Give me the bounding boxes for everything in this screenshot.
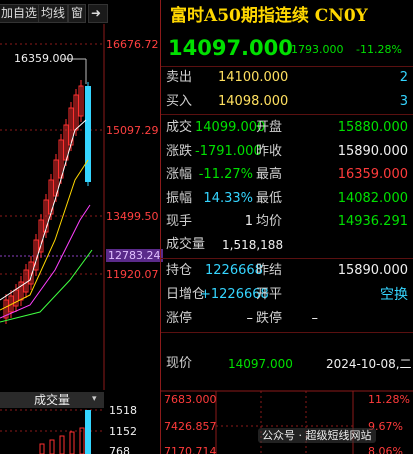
divider xyxy=(161,258,413,259)
price-axis-label: 13499.50 xyxy=(106,210,159,223)
stat-label: 最高 xyxy=(256,167,283,182)
volume-bar xyxy=(79,427,85,454)
divider xyxy=(161,114,413,115)
volume-value: 1,518,188 xyxy=(222,238,284,252)
current-price-label: 12783.24 xyxy=(106,249,163,262)
volume-bar xyxy=(69,431,75,454)
candle-body xyxy=(3,299,9,319)
prev-settle-label: 昨结 xyxy=(256,263,283,278)
price-change: -1793.000 xyxy=(287,43,344,56)
daily-oi-change-value: +1226668 xyxy=(200,287,269,302)
stat-value: -1791.000 xyxy=(195,143,262,159)
candle-body xyxy=(43,199,49,233)
mini-right-label: 11.28% xyxy=(368,393,410,406)
volume-bar xyxy=(49,439,55,454)
mini-right-label: 8.06% xyxy=(368,445,403,454)
bid-volume: 3 xyxy=(399,94,408,109)
bid-price: 14098.000 xyxy=(218,94,289,109)
window-button[interactable]: 窗 xyxy=(68,4,87,23)
price-axis-label: 16676.72 xyxy=(106,38,159,51)
kline-chart xyxy=(0,24,105,454)
ask-label: 卖出 xyxy=(166,70,193,85)
stat-value: 1 xyxy=(244,214,253,229)
volume-bar xyxy=(85,410,91,454)
high-annotation: 16359.000 xyxy=(14,52,74,65)
candle-body xyxy=(78,85,84,117)
volume-axis-label: 1152 xyxy=(109,425,137,438)
ask-price: 14100.000 xyxy=(218,70,289,85)
volume-label: 成交量 xyxy=(166,237,206,252)
watermark: 公众号 · 超级短线网站 xyxy=(258,428,376,443)
limit-up-label: 涨停 xyxy=(166,311,193,326)
ask-volume: 2 xyxy=(399,70,408,85)
tick-label: 现价 xyxy=(166,356,193,371)
stat-label: 最低 xyxy=(256,190,283,206)
mini-right-label: 9.67% xyxy=(368,420,403,433)
mini-left-label: 7426.857 xyxy=(164,420,217,433)
expand-button[interactable]: ➜ xyxy=(88,4,108,23)
candle-body xyxy=(13,289,19,307)
ma-line xyxy=(0,119,87,301)
intraday-chart xyxy=(161,390,413,454)
ma-button[interactable]: 均线 xyxy=(38,4,69,23)
price-axis-label: 15097.29 xyxy=(106,124,159,137)
quote-title: 富时A50期指连续 CN0Y xyxy=(170,6,368,26)
tick-price: 14097.000 xyxy=(228,357,293,371)
volume-axis-label: 1518 xyxy=(109,404,137,417)
limit-down-label: 跌停 xyxy=(256,311,283,326)
candle-body xyxy=(85,86,91,182)
ma-line xyxy=(0,249,93,323)
last-price: 14097.000 xyxy=(168,36,293,60)
stat-value: 16359.000 xyxy=(337,167,408,182)
volume-bar xyxy=(39,443,45,454)
ma-line xyxy=(0,204,91,319)
volume-title[interactable]: 成交量 xyxy=(34,393,71,407)
price-change-pct: -11.28% xyxy=(356,43,402,56)
stat-label: 振幅 xyxy=(166,190,193,206)
ma-line xyxy=(0,159,89,311)
stat-value: 14936.291 xyxy=(337,214,408,229)
mini-left-label: 7170.714 xyxy=(164,445,217,454)
price-axis-label: 11920.07 xyxy=(106,268,159,281)
candle-body xyxy=(28,261,34,285)
limit-down-value: – xyxy=(311,311,319,326)
panel-divider xyxy=(160,0,161,454)
divider xyxy=(161,332,413,333)
bid-label: 买入 xyxy=(166,94,193,109)
stat-value: 14082.000 xyxy=(337,190,408,206)
stat-value: 15880.000 xyxy=(337,120,408,135)
candle-body xyxy=(73,94,79,131)
daily-oi-change-label: 日增仓 xyxy=(166,287,206,302)
stat-value: 15890.000 xyxy=(337,143,408,159)
volume-bar xyxy=(59,435,65,454)
stat-value: -11.27% xyxy=(198,167,253,182)
candle-body xyxy=(38,219,44,253)
volume-header xyxy=(0,392,104,408)
stat-label: 昨收 xyxy=(256,143,283,159)
prev-settle-value: 15890.000 xyxy=(337,263,408,278)
open-close-label: 开平 xyxy=(256,287,283,302)
stat-label: 现手 xyxy=(166,214,193,229)
stat-label: 成交 xyxy=(166,120,193,135)
mini-left-label: 7683.000 xyxy=(164,393,217,406)
dropdown-icon[interactable]: ▾ xyxy=(92,394,97,404)
limit-up-value: – xyxy=(246,311,254,326)
stat-value: 14099.000 xyxy=(195,120,266,135)
divider xyxy=(161,66,413,67)
open-interest-label: 持仓 xyxy=(166,263,193,278)
open-close-value: 空换 xyxy=(380,287,408,303)
stat-label: 开盘 xyxy=(256,120,283,135)
stat-label: 涨幅 xyxy=(166,167,193,182)
stat-label: 均价 xyxy=(256,214,283,229)
tick-date: 2024-10-08,二 xyxy=(326,357,412,371)
open-interest-value: 1226668 xyxy=(205,263,263,278)
stat-label: 涨跌 xyxy=(166,143,193,159)
volume-axis-label: 768 xyxy=(109,445,130,454)
stat-value: 14.33% xyxy=(203,190,253,206)
